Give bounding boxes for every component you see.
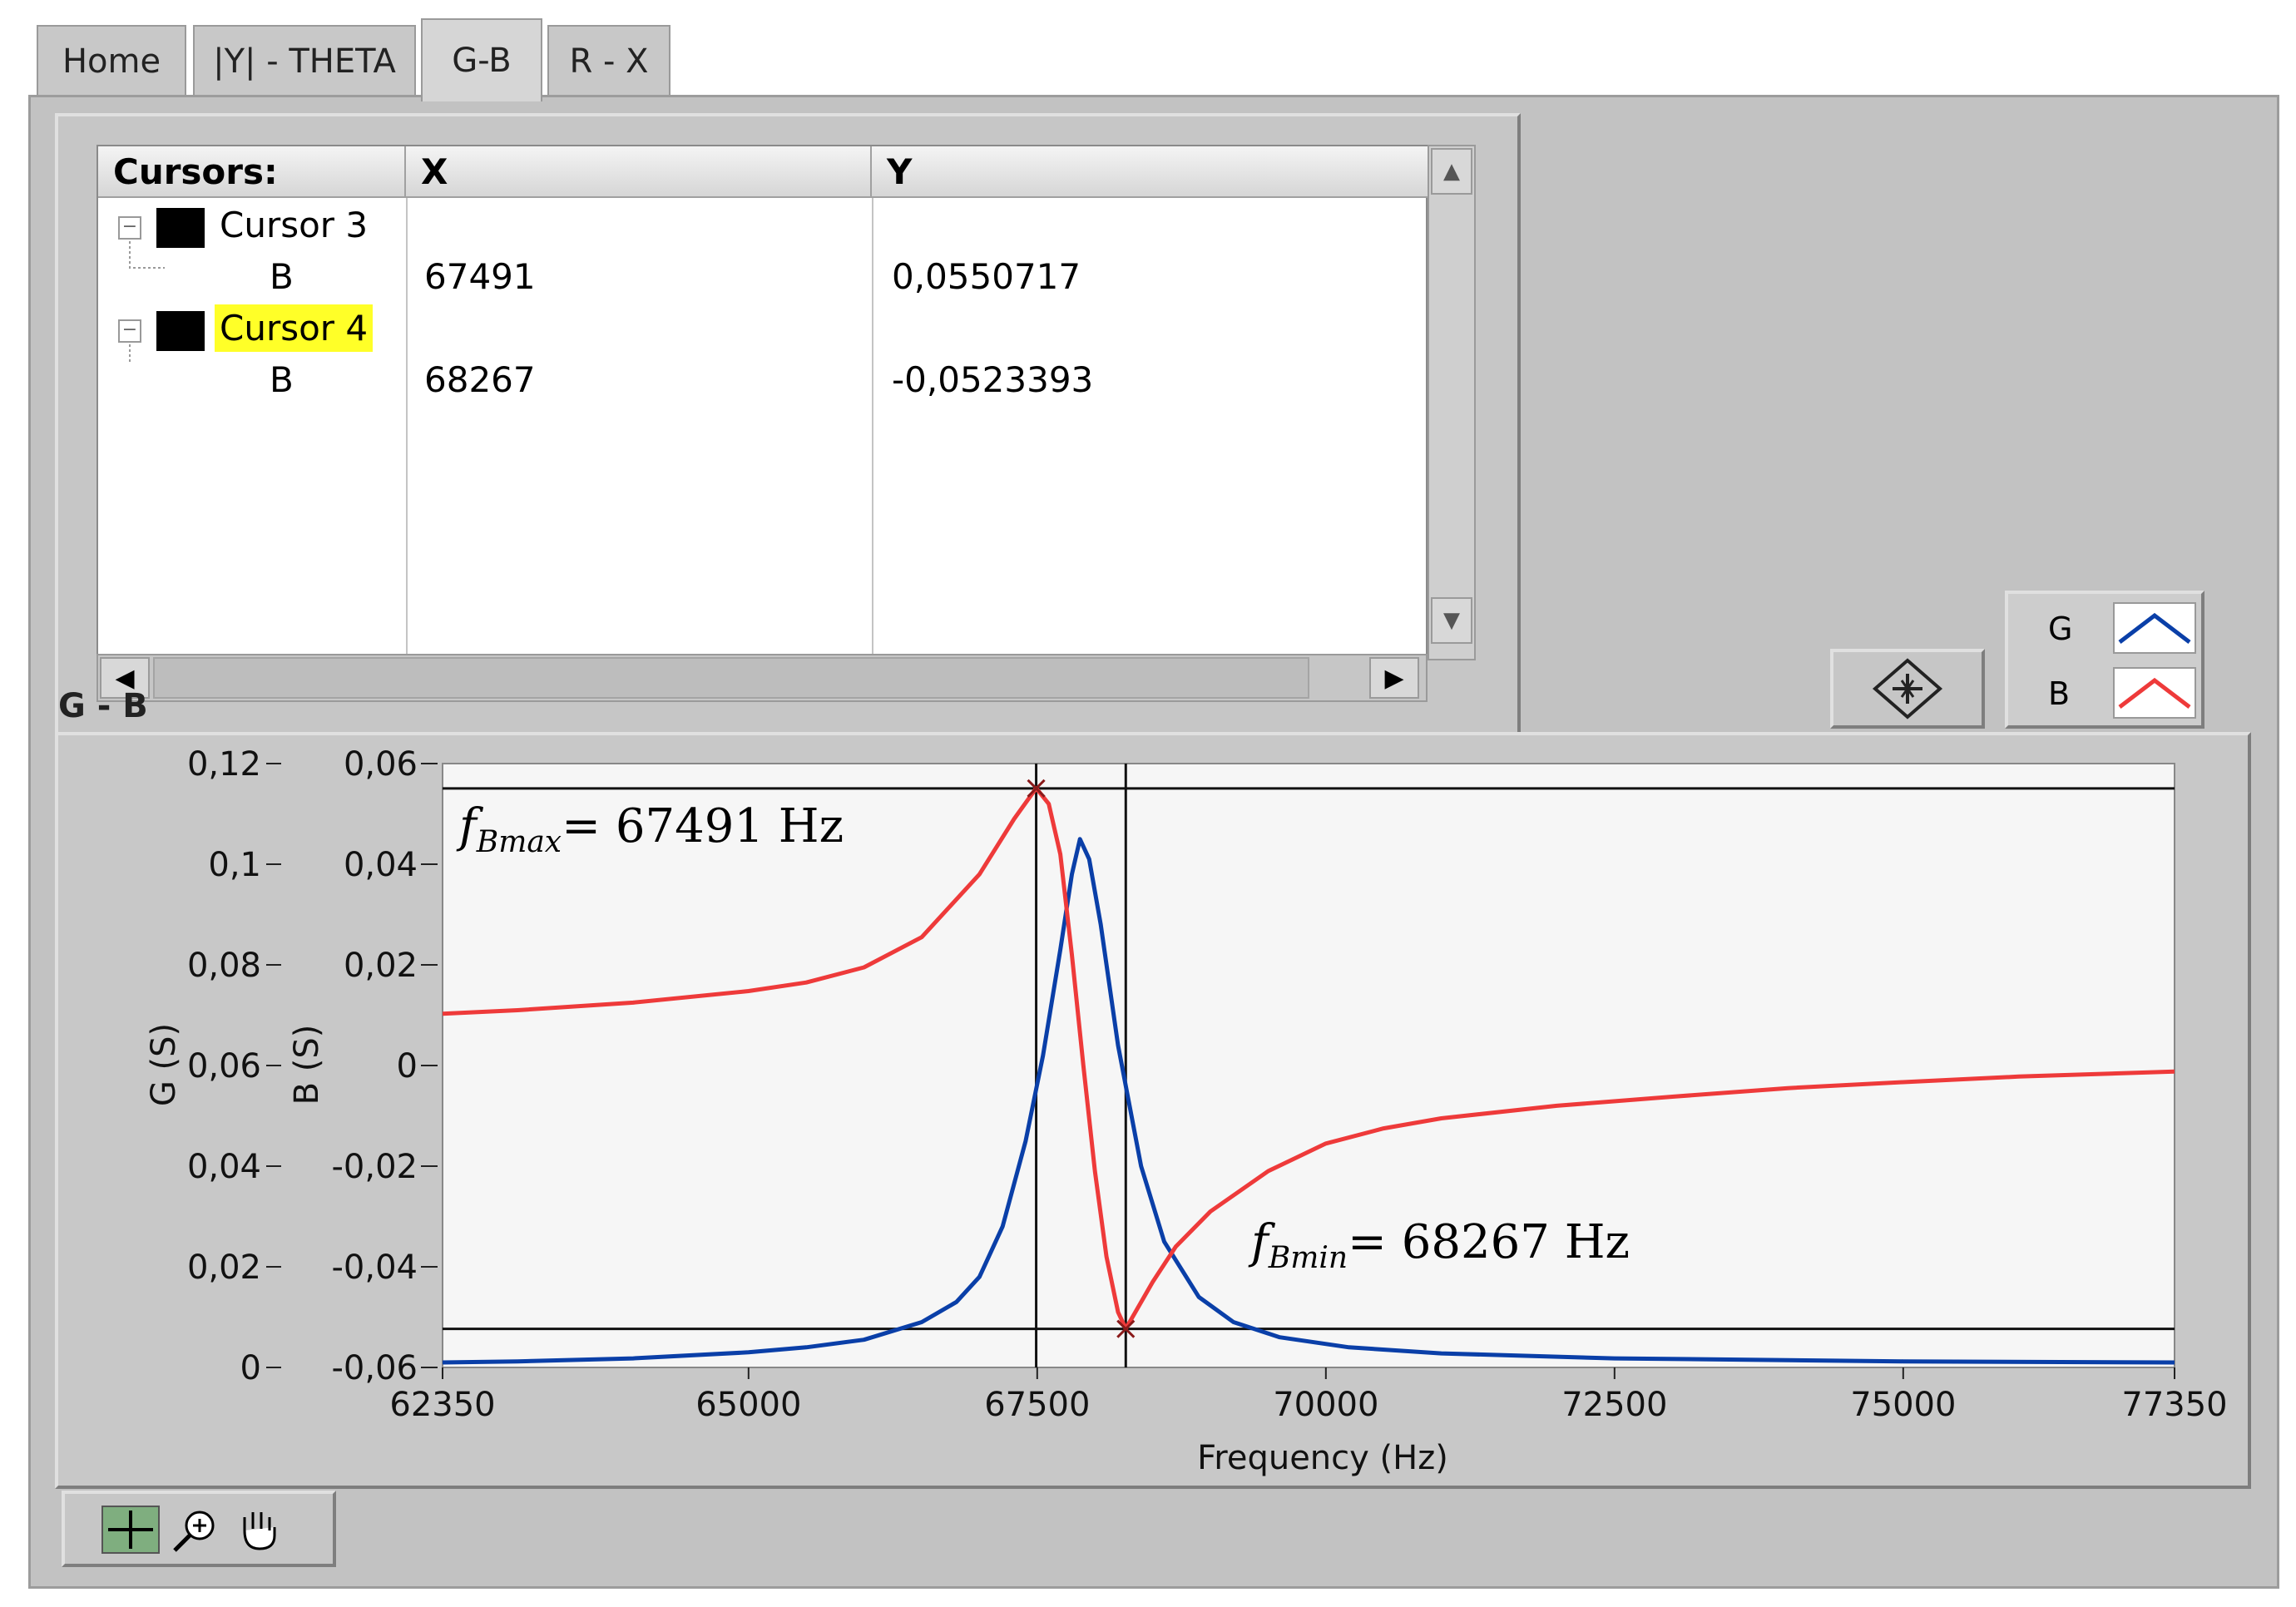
- x-tick-label: 77350: [2121, 1386, 2227, 1424]
- cursor-table-header-cursors: Cursors:: [98, 146, 406, 198]
- move-graph-icon: [1872, 658, 1943, 719]
- g-tick-label: 0,06: [187, 1047, 261, 1085]
- b-tick-label: 0,06: [344, 745, 418, 784]
- legend-item-b-swatch[interactable]: [2113, 667, 2196, 719]
- pan-tool-icon[interactable]: [230, 1506, 288, 1554]
- tab-home[interactable]: Home: [37, 25, 186, 96]
- series-b-line: [442, 786, 2175, 1331]
- cursor-color-swatch[interactable]: [156, 311, 205, 351]
- graph-palette-button[interactable]: [1830, 649, 1985, 729]
- tree-connectors: [129, 226, 165, 364]
- plot-legend: G B: [2005, 591, 2204, 729]
- g-tick-label: 0,02: [187, 1249, 261, 1287]
- legend-item-g-swatch[interactable]: [2113, 602, 2196, 654]
- graph-label: G - B: [58, 687, 148, 725]
- b-tick-label: -0,04: [332, 1249, 418, 1287]
- tab-y-theta[interactable]: |Y| - THETA: [193, 25, 416, 96]
- plot-area[interactable]: [442, 763, 2175, 1368]
- tab-g-b-label: G-B: [452, 42, 512, 80]
- x-tick-label: 72500: [1561, 1386, 1667, 1424]
- b-axis-label: B (S): [288, 1025, 326, 1105]
- cursor-marker: [1027, 779, 1046, 798]
- scroll-up-icon[interactable]: ▲: [1431, 148, 1472, 195]
- x-tick-label: 65000: [695, 1386, 801, 1424]
- tab-g-b[interactable]: G-B: [421, 18, 542, 101]
- x-tick-label: 75000: [1850, 1386, 1956, 1424]
- cursor-4-plot: B: [270, 359, 294, 400]
- tab-home-label: Home: [62, 42, 161, 81]
- collapse-toggle-icon[interactable]: −: [118, 319, 141, 343]
- tab-r-x[interactable]: R - X: [547, 25, 670, 96]
- cursor-3-plot: B: [270, 256, 294, 297]
- tab-y-theta-label: |Y| - THETA: [213, 42, 396, 81]
- cursor-tool-icon[interactable]: [101, 1506, 160, 1554]
- cursor-marker: [1116, 1319, 1136, 1338]
- column-divider: [406, 198, 408, 660]
- tab-r-x-label: R - X: [569, 42, 649, 81]
- b-tick-label: -0,06: [332, 1349, 418, 1387]
- legend-item-g-label: G: [2048, 611, 2073, 647]
- cursor-3-x[interactable]: 67491: [424, 256, 536, 297]
- cursor-3-name[interactable]: Cursor 3: [220, 205, 369, 245]
- cursor-4-x[interactable]: 68267: [424, 359, 536, 400]
- scroll-down-icon[interactable]: ▼: [1431, 597, 1472, 644]
- cursor-table-header-y: Y: [872, 146, 1429, 198]
- g-tick-label: 0,12: [187, 745, 261, 784]
- g-tick-label: 0,08: [187, 947, 261, 985]
- g-tick-label: 0,1: [208, 846, 261, 884]
- g-axis-label: G (S): [145, 1023, 183, 1106]
- collapse-toggle-icon[interactable]: −: [118, 216, 141, 240]
- x-tick-label: 70000: [1273, 1386, 1378, 1424]
- x-tick-label: 67500: [984, 1386, 1090, 1424]
- cursor-table: Cursors: X Y − Cursor 3 B 67491 0,055071…: [96, 145, 1429, 660]
- vertical-scrollbar[interactable]: [1428, 145, 1476, 660]
- legend-item-b-label: B: [2048, 675, 2071, 712]
- cursor-color-swatch[interactable]: [156, 208, 205, 248]
- x-tick-label: 62350: [389, 1386, 495, 1424]
- annotation-fbmax: fBmax= 67491 Hz: [456, 799, 844, 859]
- cursor-3-y[interactable]: 0,0550717: [892, 256, 1081, 297]
- horizontal-scroll-thumb[interactable]: [153, 657, 1309, 699]
- b-tick-label: 0: [397, 1047, 418, 1085]
- cursor-4-name[interactable]: Cursor 4: [215, 304, 374, 352]
- graph-tools-palette: [62, 1491, 336, 1567]
- series-g-line: [442, 837, 2175, 1365]
- g-tick-label: 0: [240, 1349, 261, 1387]
- x-axis-label: Frequency (Hz): [1197, 1439, 1448, 1477]
- column-divider: [872, 198, 873, 660]
- zoom-tool-icon[interactable]: [166, 1506, 225, 1554]
- scroll-left-icon[interactable]: ◀: [100, 657, 150, 699]
- scroll-right-icon[interactable]: ▶: [1369, 657, 1419, 699]
- b-tick-label: -0,02: [332, 1148, 418, 1186]
- cursor-table-header-x: X: [406, 146, 872, 198]
- b-tick-label: 0,02: [344, 947, 418, 985]
- b-tick-label: 0,04: [344, 846, 418, 884]
- g-tick-label: 0,04: [187, 1148, 261, 1186]
- cursor-4-y[interactable]: -0,0523393: [892, 359, 1094, 400]
